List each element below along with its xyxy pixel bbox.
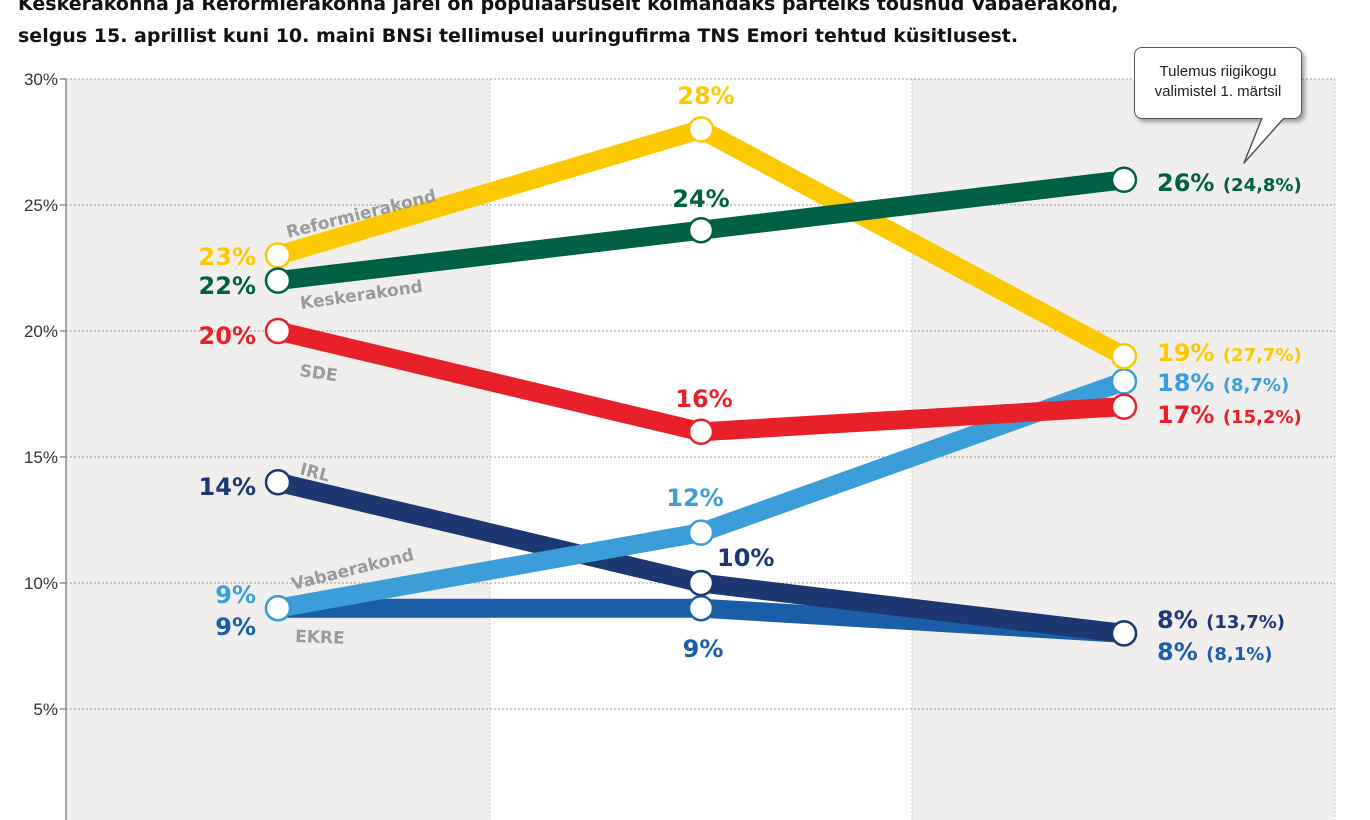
election-result-label: (13,7%) xyxy=(1206,612,1285,633)
data-point-vabaerakond xyxy=(687,519,715,546)
series-name-label: EKRE xyxy=(295,627,345,649)
value-label: 14% xyxy=(199,473,256,501)
data-point-keskerakond xyxy=(1110,166,1138,194)
data-point-irl xyxy=(264,468,292,496)
data-point-keskerakond xyxy=(264,267,292,294)
subtitle-line-1: Keskerakonna ja Reformierakonna järel on… xyxy=(18,0,1119,15)
data-point-sde xyxy=(1110,393,1138,420)
election-result-callout: Tulemus riigikogu valimistel 1. märtsil xyxy=(1134,47,1302,119)
y-tick-label: 5% xyxy=(33,700,58,719)
chart-subtitle: Keskerakonna ja Reformierakonna järel on… xyxy=(18,0,1358,52)
y-tick-label: 10% xyxy=(24,574,58,593)
value-label: 20% xyxy=(199,322,256,350)
data-point-reformierakond xyxy=(264,242,292,269)
election-result-label: (15,2%) xyxy=(1223,407,1302,428)
election-result-label: (27,7%) xyxy=(1223,345,1302,366)
data-point-sde xyxy=(687,418,715,446)
value-label: 22% xyxy=(199,272,256,300)
data-point-vabaerakond xyxy=(264,594,292,622)
value-label: 24% xyxy=(672,185,729,213)
value-label: 16% xyxy=(675,385,732,413)
election-result-label: (8,1%) xyxy=(1206,644,1272,665)
value-label: 12% xyxy=(666,484,723,512)
election-result-label: (8,7%) xyxy=(1223,375,1289,396)
subtitle-line-2: selgus 15. aprillist kuni 10. maini BNSi… xyxy=(18,25,1019,47)
callout-line-1: Tulemus riigikogu xyxy=(1159,63,1277,80)
data-point-reformierakond xyxy=(687,116,715,143)
value-label: 10% xyxy=(717,544,774,572)
plot-column-bg xyxy=(66,79,490,820)
data-point-reformierakond xyxy=(1110,342,1138,370)
election-result-label: (24,8%) xyxy=(1223,175,1302,196)
y-tick-label: 30% xyxy=(24,70,58,89)
data-point-vabaerakond xyxy=(1110,368,1138,395)
value-label: 9% xyxy=(215,581,256,609)
value-label: 9% xyxy=(683,635,724,663)
data-point-irl xyxy=(1110,620,1138,647)
value-label: 23% xyxy=(199,243,256,271)
data-point-keskerakond xyxy=(687,216,715,244)
callout-line-2: valimistel 1. märtsil xyxy=(1154,83,1282,100)
value-label: 28% xyxy=(677,82,734,110)
y-tick-label: 25% xyxy=(24,196,58,215)
data-point-ekre xyxy=(687,594,715,622)
data-point-irl xyxy=(687,569,715,597)
y-tick-label: 15% xyxy=(24,448,58,467)
value-label: 9% xyxy=(215,613,256,641)
data-point-sde xyxy=(264,317,292,345)
y-tick-label: 20% xyxy=(24,322,58,341)
